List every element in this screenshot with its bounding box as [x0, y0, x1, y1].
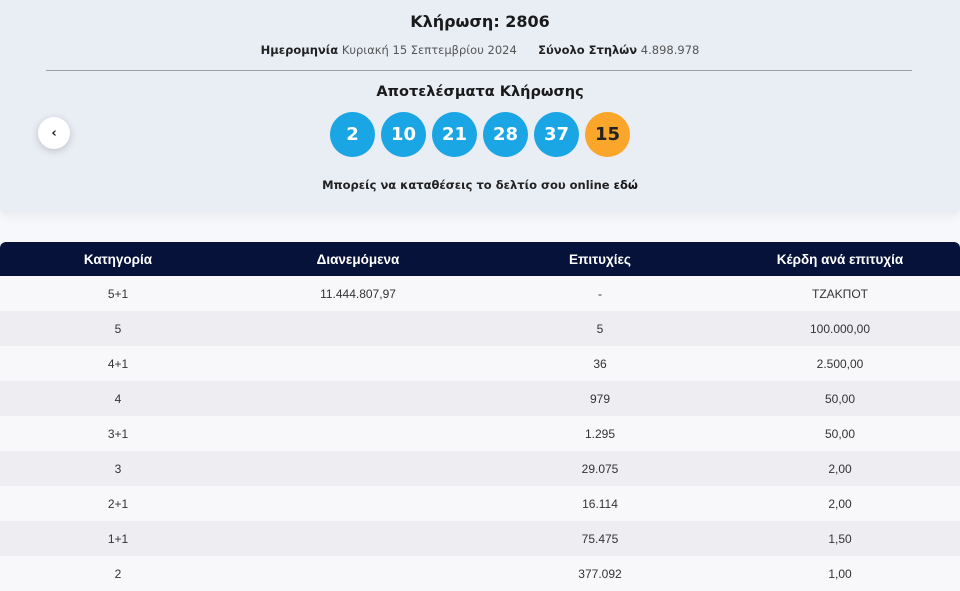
cell-winners: -: [598, 286, 602, 301]
previous-draw-button[interactable]: ‹: [38, 117, 70, 149]
divider: [46, 70, 912, 71]
table-header: Κατηγορία Διανεμόμενα Επιτυχίες Κέρδη αν…: [0, 242, 960, 276]
cell-distributed: [236, 521, 480, 556]
cell-prize: 100.000,00: [809, 321, 871, 336]
winning-numbers: 2 10 21 28 37 15: [0, 112, 960, 157]
cell-winners: 5: [596, 321, 604, 336]
table-row: 5+1 11.444.807,97 - ΤΖΑΚΠΟΤ: [0, 276, 960, 311]
table-row: 1+1 75.475 1,50: [0, 521, 960, 556]
cell-distributed: [236, 311, 480, 346]
draw-panel: Κλήρωση: 2806 Ημερομηνία Κυριακή 15 Σεπτ…: [0, 0, 960, 213]
table-row: 3+1 1.295 50,00: [0, 416, 960, 451]
date-value: Κυριακή 15 Σεπτεμβρίου 2024: [341, 43, 517, 57]
cell-prize: 50,00: [824, 426, 856, 441]
header-distributed: Διανεμόμενα: [316, 251, 400, 267]
cell-category: 3: [114, 461, 122, 476]
results-title: Αποτελέσματα Κλήρωσης: [376, 84, 584, 100]
cell-distributed: [236, 346, 480, 381]
table-row: 3 29.075 2,00: [0, 451, 960, 486]
header-winners: Επιτυχίες: [569, 251, 631, 267]
cell-winners: 1.295: [584, 426, 616, 441]
cell-distributed: [236, 416, 480, 451]
columns-value: 4.898.978: [640, 43, 700, 57]
date-label: Ημερομηνία: [260, 43, 339, 57]
cell-prize: 1,50: [828, 531, 852, 546]
cell-prize: 2,00: [828, 461, 852, 476]
number-ball: 21: [432, 112, 477, 157]
cell-prize: 50,00: [824, 391, 856, 406]
cell-winners: 75.475: [581, 531, 619, 546]
cell-distributed: [236, 381, 480, 416]
cell-category: 1+1: [107, 531, 129, 546]
cell-category: 4+1: [107, 356, 129, 371]
header-prize: Κέρδη ανά επιτυχία: [776, 251, 904, 267]
online-note: Μπορείς να καταθέσεις το δελτίο σου onli…: [0, 178, 960, 192]
number-ball: 37: [534, 112, 579, 157]
table-row: 5 5 100.000,00: [0, 311, 960, 346]
cell-prize: 2,00: [828, 496, 852, 511]
cell-winners: 979: [589, 391, 611, 406]
cell-distributed: [236, 451, 480, 486]
table-row: 2 377.092 1,00: [0, 556, 960, 591]
cell-prize: 2.500,00: [816, 356, 864, 371]
chevron-left-icon: ‹: [51, 125, 57, 141]
draw-title: Κλήρωση: 2806: [410, 12, 550, 31]
cell-distributed: [236, 486, 480, 521]
number-ball: 10: [381, 112, 426, 157]
cell-category: 2: [114, 566, 122, 581]
cell-category: 5+1: [107, 286, 129, 301]
cell-winners: 36: [593, 356, 607, 371]
columns-label: Σύνολο Στηλών: [538, 43, 638, 57]
cell-winners: 16.114: [582, 496, 618, 511]
cell-winners: 377.092: [578, 566, 622, 581]
number-ball: 2: [330, 112, 375, 157]
table-row: 4 979 50,00: [0, 381, 960, 416]
online-link[interactable]: εδώ: [613, 178, 638, 192]
header-category: Κατηγορία: [83, 251, 153, 267]
cell-winners: 29.075: [581, 461, 619, 476]
cell-category: 3+1: [107, 426, 129, 441]
cell-category: 5: [114, 321, 122, 336]
prize-table: Κατηγορία Διανεμόμενα Επιτυχίες Κέρδη αν…: [0, 242, 960, 591]
cell-prize: ΤΖΑΚΠΟΤ: [812, 286, 868, 301]
table-row: 4+1 36 2.500,00: [0, 346, 960, 381]
online-text: Μπορείς να καταθέσεις το δελτίο σου onli…: [322, 178, 610, 192]
table-row: 2+1 16.114 2,00: [0, 486, 960, 521]
number-ball: 28: [483, 112, 528, 157]
cell-distributed: 11.444.807,97: [320, 286, 396, 301]
cell-prize: 1,00: [828, 566, 852, 581]
cell-category: 4: [114, 391, 122, 406]
bonus-ball: 15: [585, 112, 630, 157]
draw-meta: Ημερομηνία Κυριακή 15 Σεπτεμβρίου 2024 Σ…: [0, 43, 960, 57]
cell-category: 2+1: [107, 496, 129, 511]
